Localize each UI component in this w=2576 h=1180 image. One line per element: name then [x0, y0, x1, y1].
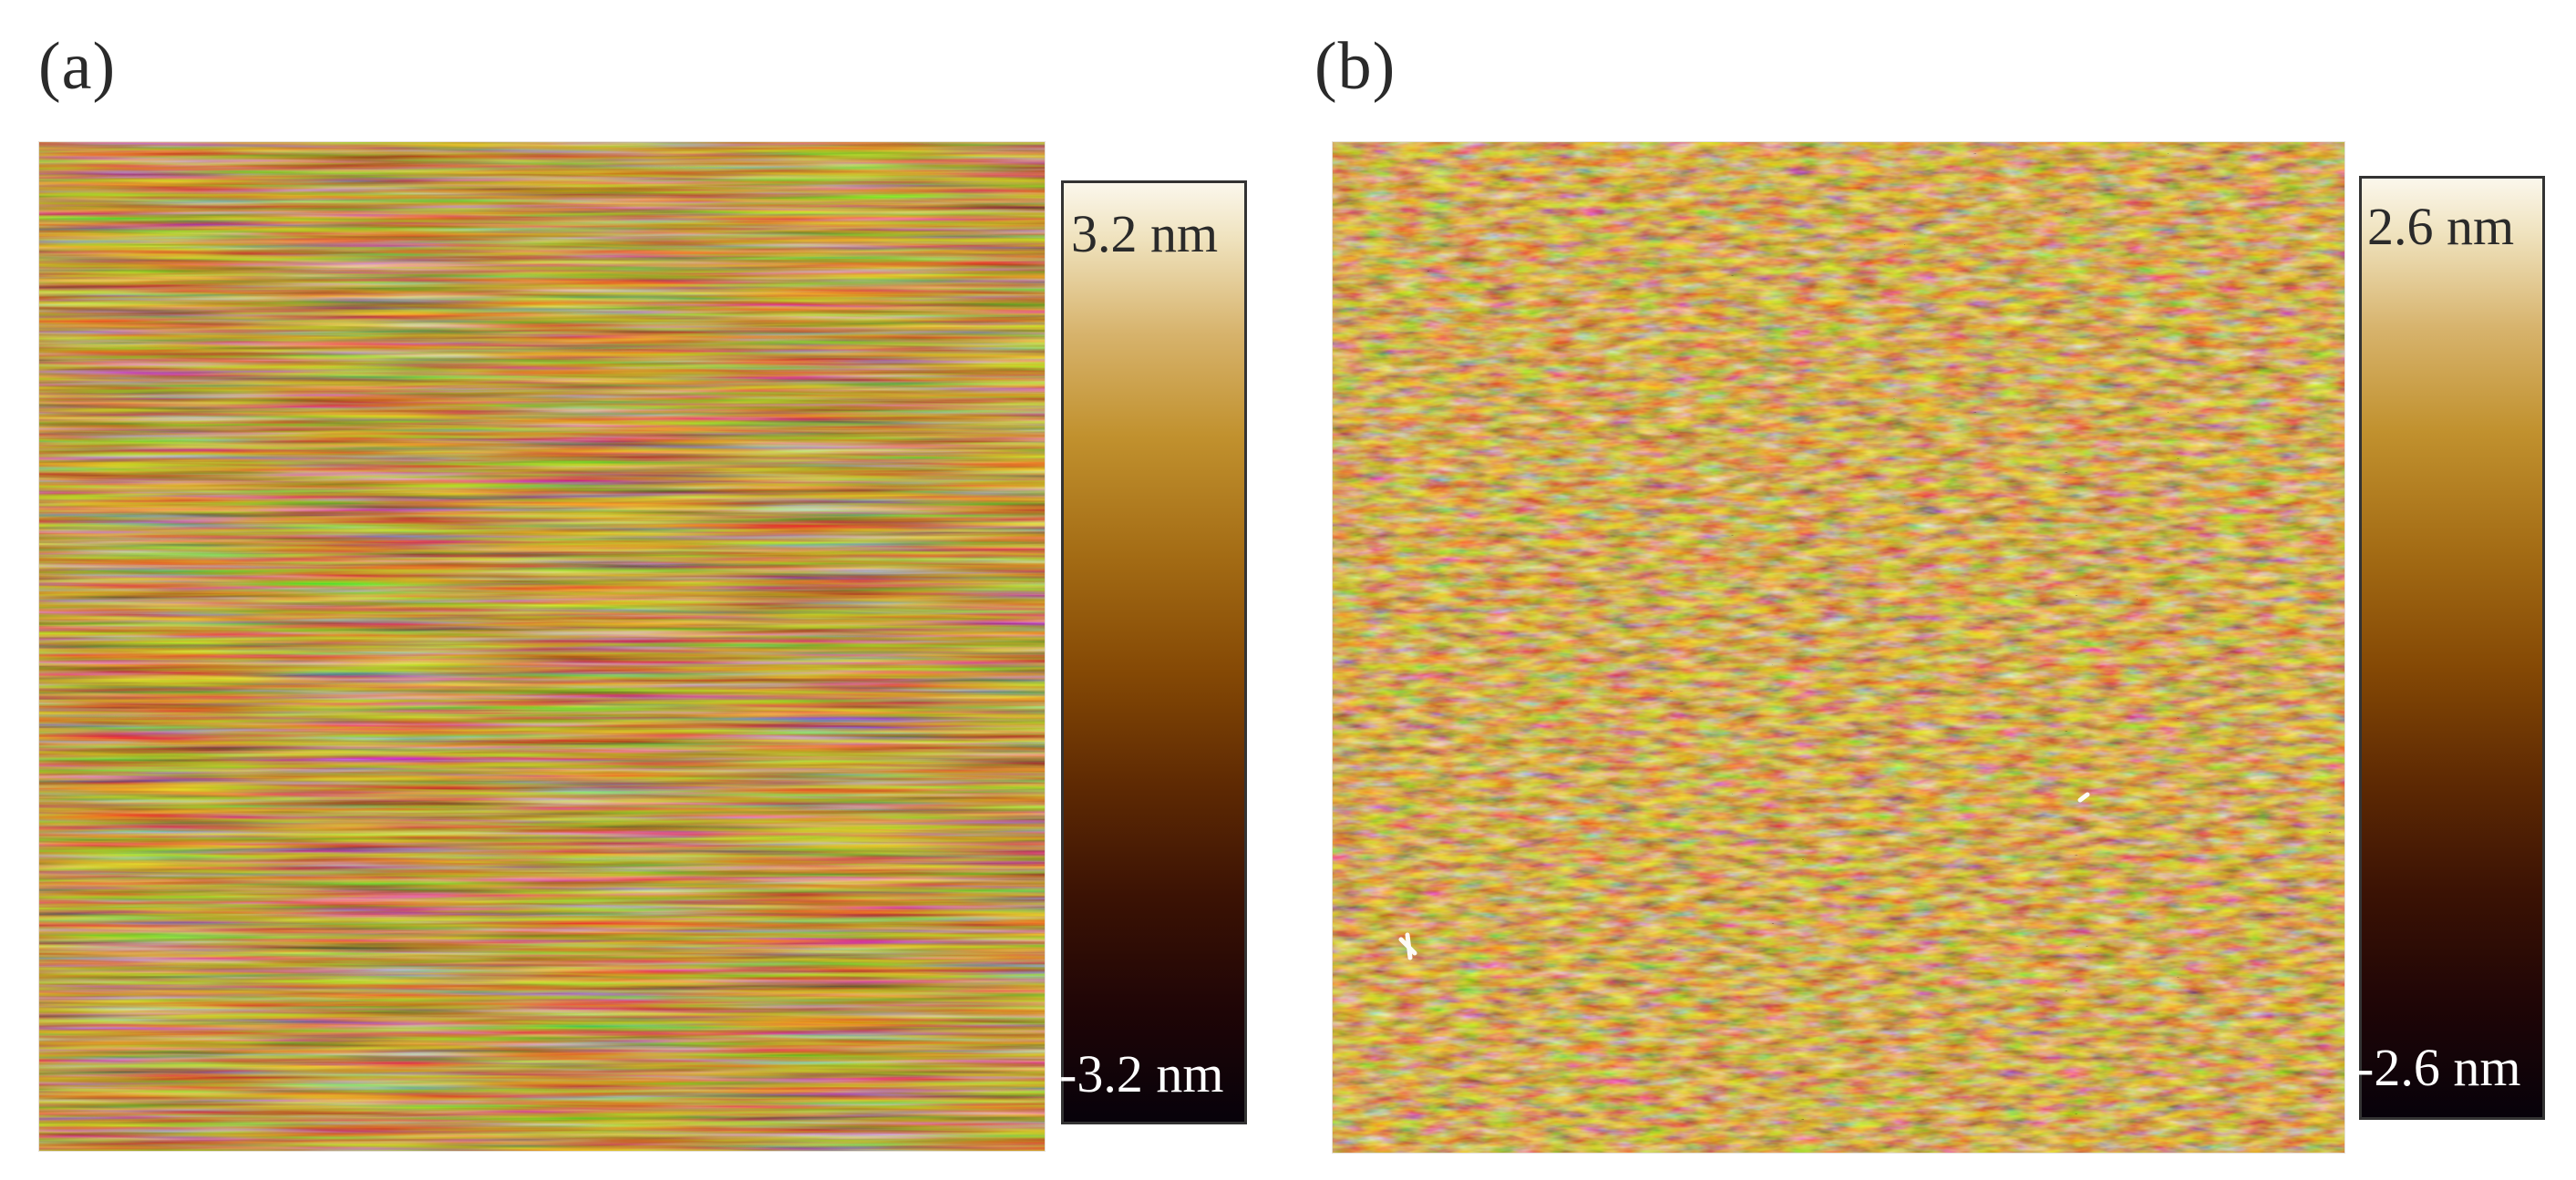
colorbar-b-max-label: 2.6 nm [2367, 197, 2515, 256]
afm-height-image-a [39, 142, 1045, 1151]
afm-texture-a [39, 142, 1045, 1151]
colorbar-a-max-label: 3.2 nm [1071, 204, 1219, 263]
afm-height-image-b [1333, 142, 2344, 1153]
panel-label-a: (a) [38, 29, 117, 104]
colorbar-b-min-label: -2.6 nm [2356, 1038, 2521, 1097]
colorbar-b [2359, 176, 2545, 1120]
colorbar-a [1061, 180, 1247, 1124]
panel-label-b: (b) [1314, 29, 1396, 104]
afm-texture-b [1333, 142, 2344, 1153]
colorbar-a-min-label: -3.2 nm [1059, 1044, 1224, 1103]
